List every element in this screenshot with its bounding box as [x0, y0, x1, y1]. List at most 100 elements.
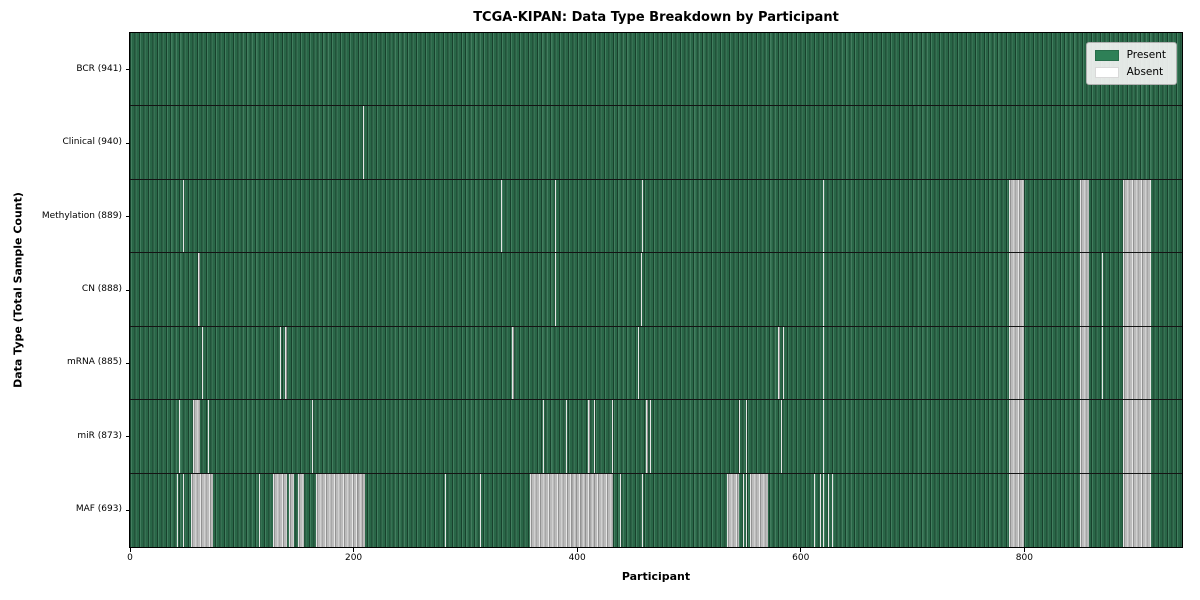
- absent-stripe: [258, 473, 260, 547]
- absent-stripe: [501, 179, 503, 253]
- absent-stripe: [201, 326, 203, 400]
- absent-stripe: [312, 400, 314, 473]
- absent-swatch-icon: [1094, 66, 1119, 78]
- absent-stripe: [554, 179, 556, 253]
- absent-stripe: [279, 326, 281, 400]
- x-tick-mark: [576, 548, 578, 552]
- absent-stripe: [750, 473, 769, 547]
- x-tick-mark: [1023, 548, 1025, 552]
- row-band-maf: [130, 473, 1182, 547]
- absent-stripe: [1122, 253, 1151, 326]
- y-tick-mark: [126, 362, 130, 364]
- absent-stripe: [182, 179, 184, 253]
- absent-stripe: [588, 400, 590, 473]
- absent-stripe: [530, 473, 613, 547]
- absent-stripe: [637, 326, 639, 400]
- absent-stripe: [1122, 326, 1151, 400]
- absent-stripe: [1122, 400, 1151, 473]
- absent-stripe: [1101, 253, 1103, 326]
- absent-stripe: [566, 400, 568, 473]
- plot-area: [129, 32, 1183, 548]
- absent-stripe: [780, 400, 782, 473]
- y-tick-label-methylation: Methylation (889): [41, 210, 122, 221]
- absent-stripe: [642, 179, 644, 253]
- absent-stripe: [823, 473, 825, 547]
- y-tick-mark: [126, 216, 130, 218]
- absent-stripe: [1122, 473, 1151, 547]
- absent-stripe: [1008, 253, 1025, 326]
- row-band-mir: [130, 400, 1182, 474]
- absent-stripe: [1101, 326, 1103, 400]
- absent-stripe: [285, 326, 287, 400]
- absent-stripe: [642, 473, 644, 547]
- x-axis-label: Participant: [621, 570, 691, 583]
- absent-stripe: [362, 106, 364, 179]
- absent-stripe: [182, 473, 184, 547]
- chart-title: TCGA-KIPAN: Data Type Breakdown by Parti…: [473, 10, 839, 25]
- y-tick-label-mrna: mRNA (885): [67, 357, 122, 368]
- absent-stripe: [479, 473, 482, 547]
- absent-stripe: [823, 179, 825, 253]
- legend-label-present: Present: [1126, 49, 1166, 61]
- x-tick-label-0: 0: [127, 553, 133, 563]
- y-tick-label-bcr: BCR (941): [76, 63, 122, 74]
- absent-stripe: [512, 326, 514, 400]
- x-tick-label-400: 400: [568, 553, 586, 563]
- absent-stripe: [611, 400, 614, 473]
- legend-entry-present: Present: [1094, 49, 1166, 61]
- absent-stripe: [176, 473, 179, 547]
- absent-stripe: [297, 473, 305, 547]
- x-tick-label-600: 600: [792, 553, 810, 563]
- absent-stripe: [823, 400, 825, 473]
- x-tick-mark: [800, 548, 802, 552]
- absent-stripe: [823, 253, 825, 326]
- absent-stripe: [191, 473, 213, 547]
- y-tick-label-cn: CN (888): [81, 284, 122, 294]
- row-band-methylation: [130, 179, 1182, 254]
- row-band-cn: [130, 253, 1182, 327]
- absent-stripe: [640, 253, 643, 326]
- absent-stripe: [593, 400, 596, 473]
- absent-stripe: [1080, 473, 1090, 547]
- absent-stripe: [542, 400, 544, 473]
- absent-stripe: [819, 473, 821, 547]
- y-tick-mark: [126, 289, 130, 291]
- absent-stripe: [554, 253, 556, 326]
- row-band-mrna: [130, 326, 1182, 401]
- absent-stripe: [1122, 179, 1151, 253]
- legend: Present Absent: [1085, 42, 1177, 85]
- y-tick-mark: [126, 69, 130, 71]
- absent-stripe: [778, 326, 780, 400]
- y-tick-mark: [126, 436, 130, 438]
- y-tick-label-mir: miR (873): [77, 430, 122, 441]
- absent-stripe: [814, 473, 816, 547]
- absent-stripe: [726, 473, 740, 547]
- absent-stripe: [1008, 326, 1025, 400]
- absent-stripe: [208, 400, 210, 473]
- absent-stripe: [1008, 400, 1025, 473]
- absent-stripe: [823, 326, 825, 400]
- y-tick-mark: [126, 142, 130, 144]
- y-tick-label-maf: MAF (693): [75, 504, 122, 515]
- absent-stripe: [827, 473, 829, 547]
- absent-stripe: [192, 400, 201, 473]
- absent-stripe: [198, 253, 201, 326]
- x-tick-label-800: 800: [1015, 553, 1033, 563]
- x-tick-mark: [129, 548, 131, 552]
- absent-stripe: [1008, 179, 1025, 253]
- absent-stripe: [1080, 253, 1090, 326]
- absent-stripe: [1080, 400, 1090, 473]
- absent-stripe: [745, 400, 748, 473]
- absent-stripe: [742, 473, 744, 547]
- absent-stripe: [445, 473, 447, 547]
- absent-stripe: [619, 473, 621, 547]
- legend-entry-absent: Absent: [1094, 66, 1166, 78]
- absent-stripe: [782, 326, 785, 400]
- absent-stripe: [288, 473, 295, 547]
- x-tick-mark: [353, 548, 355, 552]
- absent-stripe: [1080, 326, 1090, 400]
- absent-stripe: [273, 473, 287, 547]
- absent-stripe: [179, 400, 181, 473]
- absent-stripe: [832, 473, 834, 547]
